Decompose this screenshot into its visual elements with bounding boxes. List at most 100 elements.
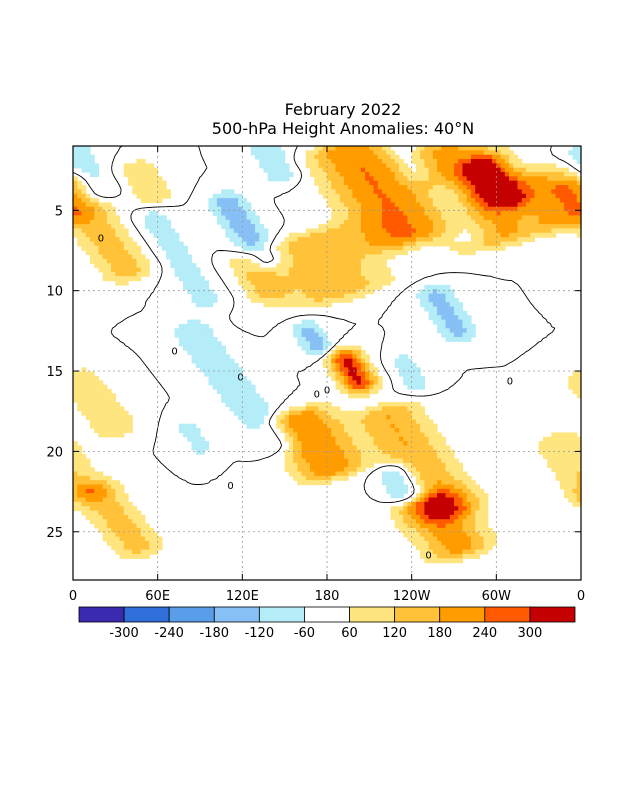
anomaly-cell bbox=[462, 488, 468, 494]
anomaly-cell bbox=[255, 406, 260, 412]
anomaly-cell bbox=[212, 358, 218, 364]
anomaly-cell bbox=[403, 458, 409, 464]
anomaly-cell bbox=[178, 267, 184, 273]
anomaly-cell bbox=[407, 358, 413, 364]
anomaly-cell bbox=[123, 553, 129, 559]
anomaly-cell bbox=[428, 185, 434, 190]
anomaly-cell bbox=[111, 271, 116, 277]
anomaly-cell bbox=[335, 406, 341, 412]
anomaly-cell bbox=[373, 206, 379, 212]
anomaly-cell bbox=[102, 202, 108, 208]
anomaly-cell bbox=[441, 540, 447, 546]
anomaly-cell bbox=[398, 176, 404, 182]
anomaly-cell bbox=[496, 202, 502, 208]
anomaly-cell bbox=[432, 506, 438, 512]
anomaly-cell bbox=[559, 471, 565, 477]
anomaly-cell bbox=[348, 237, 353, 243]
anomaly-cell bbox=[85, 480, 91, 486]
anomaly-cell bbox=[250, 402, 256, 407]
anomaly-cell bbox=[420, 514, 425, 520]
anomaly-cell bbox=[458, 163, 464, 169]
anomaly-cell bbox=[348, 198, 353, 204]
anomaly-cell bbox=[221, 193, 226, 199]
anomaly-cell bbox=[352, 293, 358, 299]
anomaly-cell bbox=[136, 263, 142, 269]
anomaly-cell bbox=[157, 198, 163, 204]
anomaly-cell bbox=[195, 358, 201, 364]
anomaly-cell bbox=[403, 436, 409, 442]
anomaly-cell bbox=[432, 150, 438, 156]
anomaly-cell bbox=[339, 263, 345, 269]
anomaly-cell bbox=[195, 267, 201, 273]
anomaly-cell bbox=[153, 176, 159, 182]
anomaly-cell bbox=[255, 154, 260, 160]
anomaly-cell bbox=[327, 193, 332, 199]
anomaly-cell bbox=[106, 232, 112, 238]
anomaly-cell bbox=[462, 328, 468, 334]
anomaly-cell bbox=[297, 258, 303, 264]
anomaly-cell bbox=[191, 445, 197, 451]
anomaly-cell bbox=[208, 380, 214, 386]
anomaly-cell bbox=[335, 245, 341, 251]
anomaly-cell bbox=[424, 545, 430, 551]
anomaly-cell bbox=[77, 215, 83, 221]
anomaly-cell bbox=[517, 180, 523, 186]
anomaly-cell bbox=[89, 419, 95, 425]
anomaly-cell bbox=[140, 532, 146, 538]
anomaly-cell bbox=[564, 193, 569, 199]
anomaly-cell bbox=[547, 202, 552, 208]
anomaly-cell bbox=[128, 254, 133, 260]
anomaly-cell bbox=[297, 276, 303, 282]
anomaly-cell bbox=[293, 245, 298, 251]
anomaly-cell bbox=[305, 436, 311, 442]
anomaly-cell bbox=[445, 471, 451, 477]
anomaly-cell bbox=[301, 415, 307, 421]
anomaly-cell bbox=[492, 232, 497, 238]
anomaly-cell bbox=[335, 167, 341, 173]
anomaly-cell bbox=[386, 488, 392, 494]
anomaly-cell bbox=[470, 527, 476, 533]
anomaly-cell bbox=[360, 458, 366, 464]
anomaly-cell bbox=[365, 449, 370, 455]
anomaly-cell bbox=[411, 224, 417, 230]
anomaly-cell bbox=[106, 484, 112, 490]
anomaly-cell bbox=[94, 380, 99, 386]
anomaly-cell bbox=[157, 224, 163, 230]
anomaly-cell bbox=[77, 211, 83, 217]
anomaly-cell bbox=[136, 267, 142, 273]
anomaly-cell bbox=[517, 185, 523, 190]
y-tick-label: 15 bbox=[46, 365, 63, 380]
anomaly-cell bbox=[360, 254, 366, 260]
anomaly-cell bbox=[98, 219, 104, 225]
anomaly-cell bbox=[255, 245, 260, 251]
anomaly-cell bbox=[555, 206, 561, 212]
anomaly-cell bbox=[454, 519, 459, 525]
anomaly-cell bbox=[420, 185, 425, 190]
anomaly-cell bbox=[373, 384, 379, 390]
anomaly-cell bbox=[551, 198, 557, 204]
anomaly-cell bbox=[454, 206, 459, 212]
anomaly-cell bbox=[576, 189, 582, 195]
anomaly-cell bbox=[132, 271, 138, 277]
anomaly-cell bbox=[343, 297, 349, 303]
anomaly-cell bbox=[225, 219, 231, 225]
anomaly-cell bbox=[492, 532, 497, 538]
anomaly-cell bbox=[233, 263, 239, 269]
anomaly-cell bbox=[576, 380, 582, 386]
anomaly-cell bbox=[559, 176, 565, 182]
anomaly-cell bbox=[487, 536, 493, 542]
anomaly-cell bbox=[284, 467, 290, 473]
anomaly-cell bbox=[322, 180, 328, 186]
anomaly-cell bbox=[352, 423, 358, 429]
anomaly-cell bbox=[132, 241, 138, 247]
anomaly-cell bbox=[555, 189, 561, 195]
anomaly-cell bbox=[242, 276, 248, 282]
anomaly-cell bbox=[284, 289, 290, 295]
anomaly-cell bbox=[301, 284, 307, 290]
anomaly-cell bbox=[576, 176, 582, 182]
anomaly-cell bbox=[398, 163, 404, 169]
anomaly-cell bbox=[500, 211, 506, 217]
anomaly-cell bbox=[475, 532, 480, 538]
contour-label: 0 bbox=[237, 372, 243, 383]
anomaly-cell bbox=[102, 428, 108, 434]
